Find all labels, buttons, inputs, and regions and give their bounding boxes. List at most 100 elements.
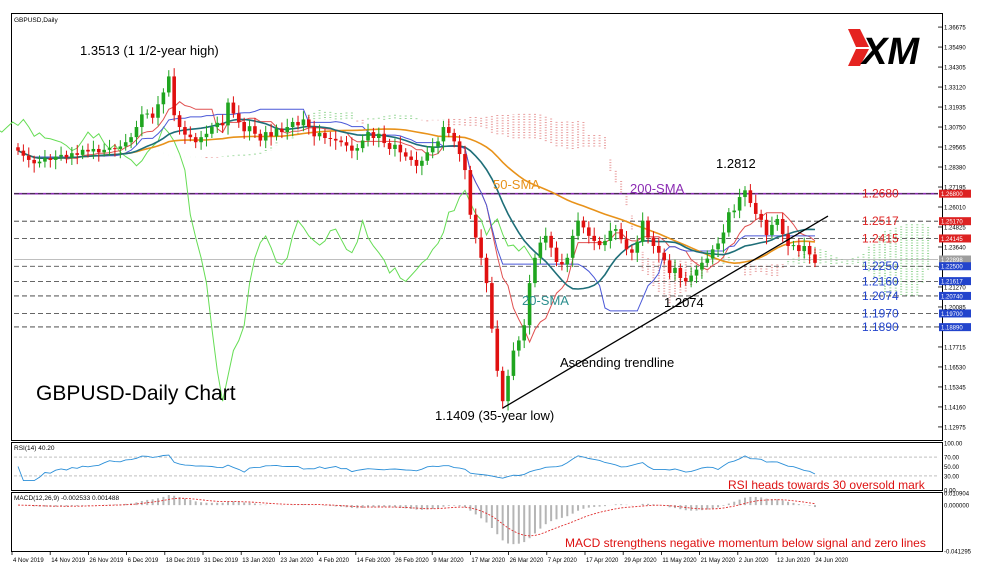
candle-body xyxy=(700,262,704,270)
candle-body xyxy=(145,113,150,115)
candle-body xyxy=(134,127,139,138)
price-tag-box xyxy=(939,217,971,226)
date-tick-label: 29 Apr 2020 xyxy=(624,558,657,564)
candle-body xyxy=(377,133,381,139)
macd-panel-frame xyxy=(11,492,943,552)
candle-body xyxy=(737,197,742,211)
candle-body xyxy=(587,227,591,236)
label-ascending-trendline: Ascending trendline xyxy=(560,355,674,370)
candle-body xyxy=(619,229,623,240)
candle-body xyxy=(215,122,220,128)
candle-body xyxy=(506,375,510,402)
macd-axis-label: 0.000000 xyxy=(944,504,970,510)
rsi-axis-label: 100.00 xyxy=(944,442,963,448)
price-tick-label: 1.24825 xyxy=(944,226,966,232)
candle-body xyxy=(533,257,537,284)
candle-body xyxy=(140,114,144,128)
sma50-line xyxy=(17,128,816,265)
candle-body xyxy=(193,137,198,143)
candle-body xyxy=(522,325,527,341)
candle-body xyxy=(624,239,629,250)
candle-body xyxy=(258,133,263,141)
price-tag-label: 1.22500 xyxy=(941,265,963,271)
date-tick-label: 14 Feb 2020 xyxy=(357,558,391,564)
candle-body xyxy=(441,127,446,142)
candle-body xyxy=(430,146,435,153)
candle-body xyxy=(177,115,182,128)
candle-body xyxy=(70,153,74,158)
candle-body xyxy=(479,237,483,258)
price-tick-label: 1.33120 xyxy=(944,86,966,92)
candle-body xyxy=(802,245,807,252)
price-tag-label: 1.20740 xyxy=(941,294,963,300)
candle-body xyxy=(118,146,123,149)
rsi-axis-label: 50.00 xyxy=(944,465,960,471)
price-tag-label: 1.24145 xyxy=(941,237,963,243)
candle-body xyxy=(721,232,726,244)
candle-body xyxy=(662,252,667,261)
candle-body xyxy=(748,190,753,203)
date-tick-label: 11 May 2020 xyxy=(662,558,697,564)
rsi-axis-label: 70.00 xyxy=(944,456,960,462)
price-tick-label: 1.21270 xyxy=(944,285,966,291)
candle-body xyxy=(21,150,26,156)
candle-body xyxy=(468,170,473,215)
candle-body xyxy=(113,148,117,150)
candle-body xyxy=(231,102,236,114)
candle-body xyxy=(253,126,257,134)
date-tick-label: 23 Jan 2020 xyxy=(280,558,314,564)
candle-body xyxy=(791,245,796,247)
candle-body xyxy=(26,155,31,160)
level-label: 1.2415 xyxy=(862,231,899,245)
candle-body xyxy=(102,149,106,153)
date-tick-label: 21 May 2020 xyxy=(701,558,736,564)
candle-body xyxy=(290,121,295,128)
candle-body xyxy=(673,267,677,273)
candle-body xyxy=(242,121,246,132)
candle-body xyxy=(657,245,661,253)
candle-body xyxy=(366,132,370,141)
candle-body xyxy=(344,142,349,146)
xm-logo: XM xyxy=(848,29,920,73)
price-tick-label: 1.15345 xyxy=(944,385,966,391)
candle-body xyxy=(716,243,720,250)
macd-axis-label: 0.010904 xyxy=(944,492,970,498)
price-tick-label: 1.29565 xyxy=(944,146,966,152)
price-tag-box xyxy=(939,255,971,264)
candle-body xyxy=(710,249,715,259)
price-tag-box xyxy=(939,189,971,198)
candle-body xyxy=(32,159,36,164)
date-tick-label: 26 Nov 2019 xyxy=(89,558,124,564)
candle-body xyxy=(123,142,128,147)
candle-body xyxy=(393,144,397,149)
price-tag-box xyxy=(939,309,971,318)
price-tag-label: 1.19700 xyxy=(941,312,963,318)
level-label: 1.2160 xyxy=(862,274,899,288)
main-panel-frame xyxy=(11,13,943,441)
candle-body xyxy=(172,76,176,116)
rsi-panel-frame xyxy=(11,442,943,491)
price-tag-box xyxy=(939,277,971,286)
macd-axis-label: -0.041295 xyxy=(944,550,972,556)
candle-body xyxy=(226,102,230,126)
macd-signal-line xyxy=(17,497,816,537)
candle-body xyxy=(339,140,343,143)
horizontal-levels: 1.26801.25171.24151.22501.21601.20741.19… xyxy=(14,187,938,334)
xm-logo-text: XM xyxy=(860,31,920,73)
candle-body xyxy=(581,220,586,228)
price-tag-box xyxy=(939,262,971,271)
candle-body xyxy=(770,224,774,236)
date-tick-label: 31 Dec 2019 xyxy=(204,558,239,564)
candle-body xyxy=(694,269,699,276)
candle-body xyxy=(75,153,80,155)
candle-body xyxy=(447,127,451,133)
label-20-sma: 20-SMA xyxy=(522,293,569,308)
candle-body xyxy=(425,152,430,161)
candle-body xyxy=(678,267,683,279)
price-tag-label: 1.21617 xyxy=(941,280,963,286)
candle-body xyxy=(560,262,564,265)
price-tag-box xyxy=(939,234,971,243)
candle-body xyxy=(543,235,548,243)
candle-body xyxy=(80,149,85,155)
